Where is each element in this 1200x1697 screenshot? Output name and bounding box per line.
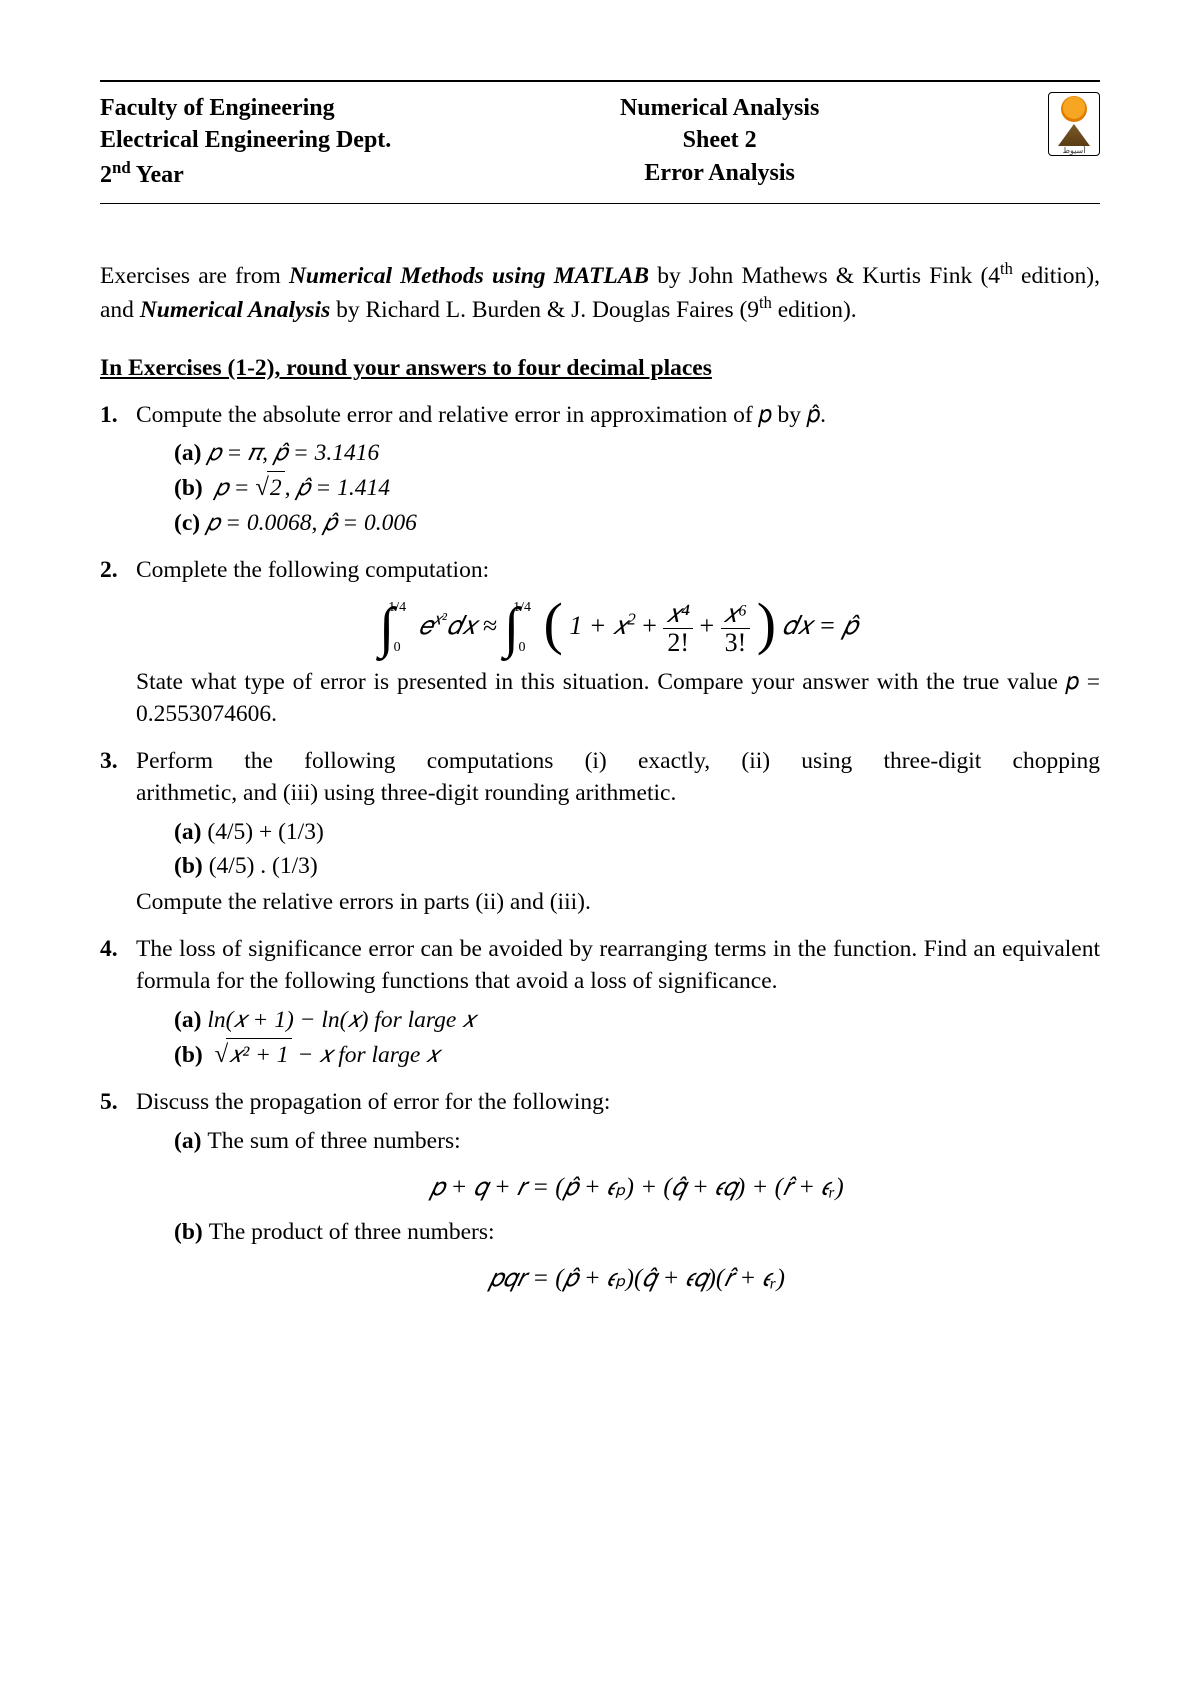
logo-pyramid-icon	[1054, 124, 1094, 146]
problem-4: The loss of significance error can be av…	[100, 933, 1100, 1072]
p3-b: (b)(4/5) . (1/3)	[174, 850, 1100, 882]
p5-b-eq: 𝑝𝑞𝑟 = (𝑝̂ + 𝜖ₚ)(𝑞̂ + 𝜖𝑞)(𝑟̂ + 𝜖ᵣ)	[174, 1262, 1100, 1297]
faculty-line: Faculty of Engineering	[100, 92, 391, 124]
university-logo: أسيوط	[1048, 92, 1100, 156]
book1-title: Numerical Methods using MATLAB	[289, 263, 649, 289]
dept-line: Electrical Engineering Dept.	[100, 124, 391, 156]
problem-1: Compute the absolute error and relative …	[100, 399, 1100, 540]
p4-a: (a)ln(𝑥 + 1) − ln(𝑥) for large 𝑥	[174, 1004, 1100, 1036]
header-center: Numerical Analysis Sheet 2 Error Analysi…	[620, 92, 819, 189]
book2-title: Numerical Analysis	[140, 297, 330, 323]
p5-a-eq: 𝑝 + 𝑞 + 𝑟 = (𝑝̂ + 𝜖ₚ) + (𝑞̂ + 𝜖𝑞) + (𝑟̂ …	[174, 1171, 1100, 1206]
p1-c: (c)𝑝 = 0.0068, 𝑝̂ = 0.006	[174, 507, 1100, 539]
section-title: In Exercises (1-2), round your answers t…	[100, 352, 1100, 384]
header-left: Faculty of Engineering Electrical Engine…	[100, 92, 391, 191]
logo-sun-icon	[1061, 96, 1087, 122]
p1-subs: (a)𝑝 = 𝜋, 𝑝̂ = 3.1416 (b) 𝑝 = √2, 𝑝̂ = 1…	[136, 437, 1100, 540]
p3-a: (a)(4/5) + (1/3)	[174, 816, 1100, 848]
problem-5: Discuss the propagation of error for the…	[100, 1086, 1100, 1296]
problem-list: Compute the absolute error and relative …	[100, 399, 1100, 1297]
p3-text-line1: Perform the following computations (i) e…	[136, 745, 1100, 777]
p2-text: Complete the following computation:	[136, 557, 489, 583]
p3-text-line2: arithmetic, and (iii) using three-digit …	[136, 777, 1100, 809]
p5-a: (a)The sum of three numbers: 𝑝 + 𝑞 + 𝑟 =…	[174, 1125, 1100, 1206]
logo-caption: أسيوط	[1063, 147, 1086, 155]
sheet-number: Sheet 2	[620, 124, 819, 156]
p4-b: (b) √𝑥² + 1 − 𝑥 for large 𝑥	[174, 1038, 1100, 1072]
p1-b: (b) 𝑝 = √2, 𝑝̂ = 1.414	[174, 471, 1100, 505]
course-title: Numerical Analysis	[620, 92, 819, 124]
p5-subs: (a)The sum of three numbers: 𝑝 + 𝑞 + 𝑟 =…	[136, 1125, 1100, 1297]
problem-2: Complete the following computation: ∫ 1/…	[100, 554, 1100, 731]
p1-a: (a)𝑝 = 𝜋, 𝑝̂ = 3.1416	[174, 437, 1100, 469]
p5-b: (b)The product of three numbers: 𝑝𝑞𝑟 = (…	[174, 1216, 1100, 1297]
problem-3: Perform the following computations (i) e…	[100, 745, 1100, 919]
p4-text: The loss of significance error can be av…	[136, 936, 1100, 994]
page: Faculty of Engineering Electrical Engine…	[0, 0, 1200, 1697]
p4-subs: (a)ln(𝑥 + 1) − ln(𝑥) for large 𝑥 (b) √𝑥²…	[136, 1004, 1100, 1072]
p1-text: Compute the absolute error and relative …	[136, 402, 826, 428]
content: Exercises are from Numerical Methods usi…	[100, 204, 1100, 1296]
p2-after: State what type of error is presented in…	[136, 666, 1100, 731]
p3-subs: (a)(4/5) + (1/3) (b)(4/5) . (1/3)	[136, 816, 1100, 883]
topic-title: Error Analysis	[620, 157, 819, 189]
p3-after: Compute the relative errors in parts (ii…	[136, 886, 1100, 918]
header: Faculty of Engineering Electrical Engine…	[100, 82, 1100, 203]
p5-text: Discuss the propagation of error for the…	[136, 1089, 610, 1115]
year-line: 2nd Year	[100, 157, 391, 191]
p2-equation: ∫ 1/40 𝑒𝑥²𝑑𝑥 ≈ ∫ 1/40 ( 1 + 𝑥2 + 𝑥⁴2! + …	[136, 600, 1100, 656]
intro-paragraph: Exercises are from Numerical Methods usi…	[100, 258, 1100, 327]
